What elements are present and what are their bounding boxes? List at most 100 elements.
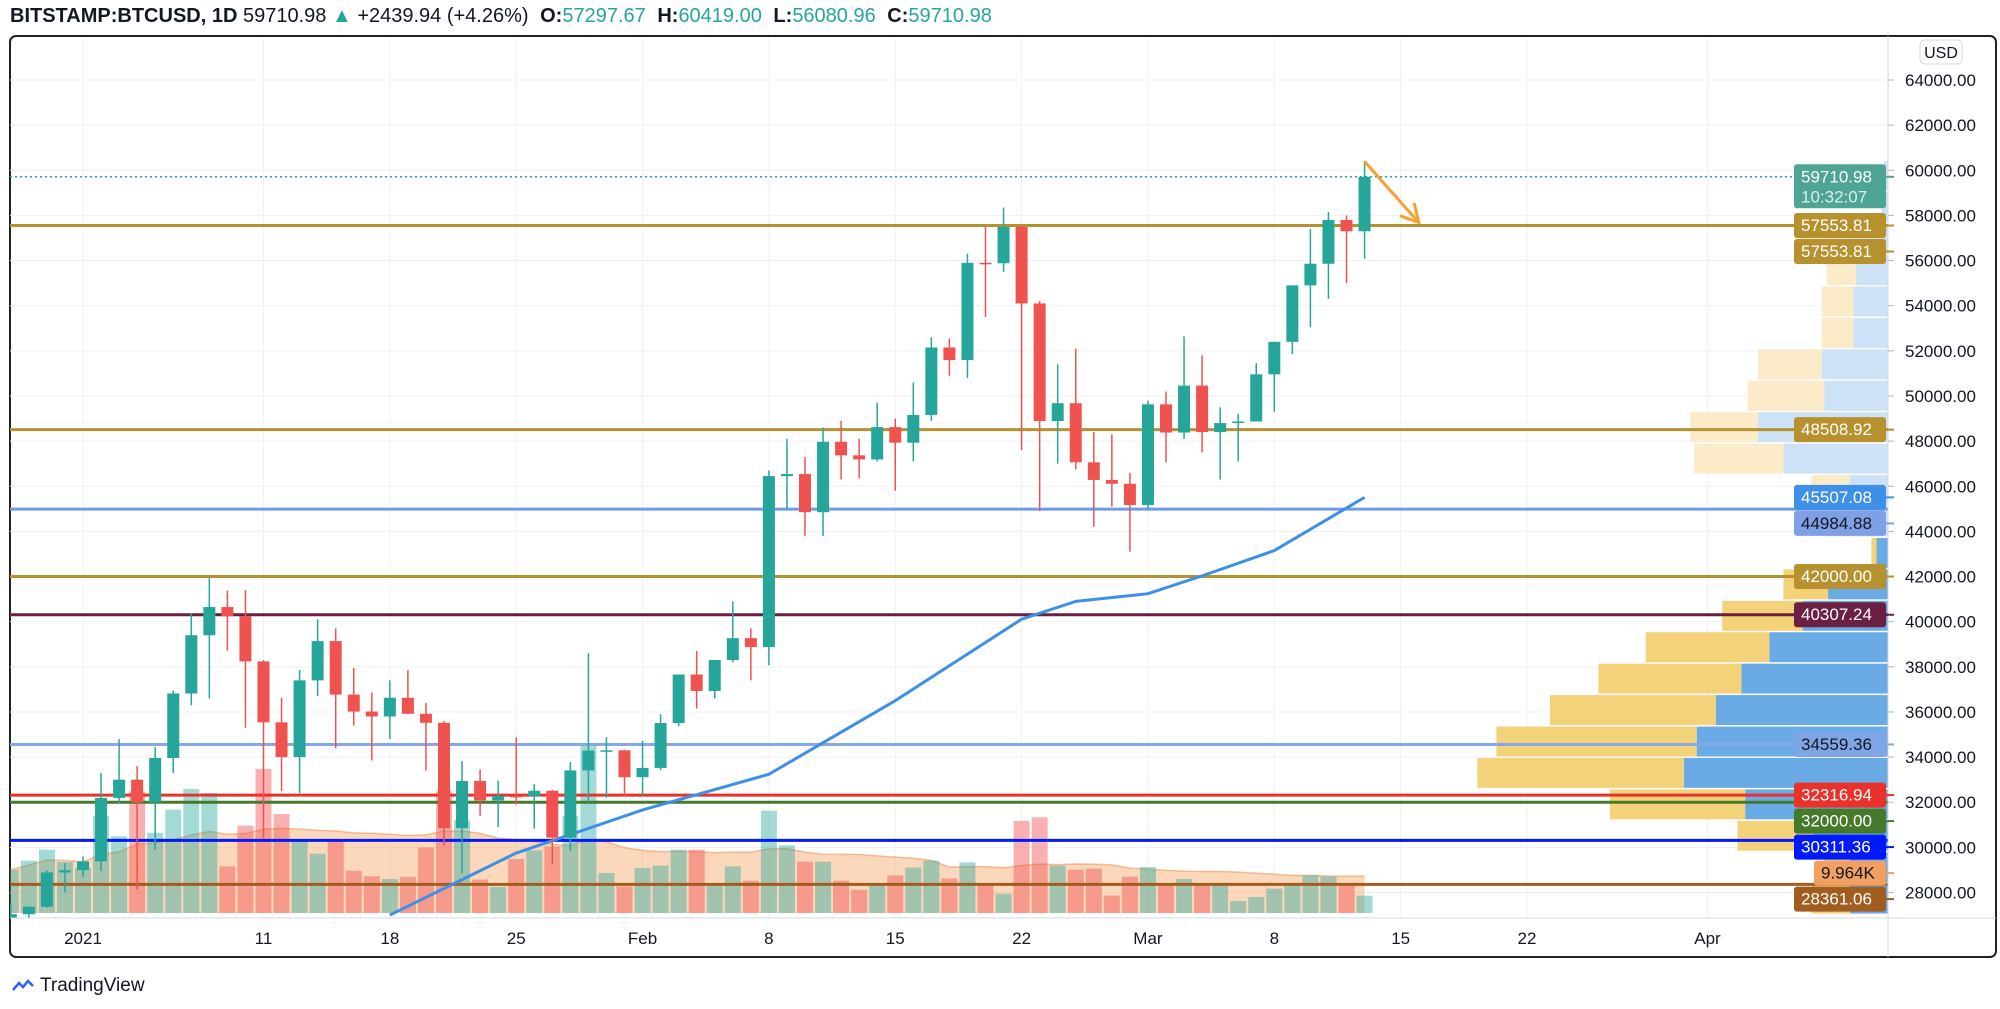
date-tick-label: Apr <box>1694 929 1721 948</box>
price-tick-label: 40000.00 <box>1905 613 1976 632</box>
horizontal-levels[interactable] <box>10 176 1888 886</box>
price-axis-label-text: 34559.36 <box>1801 735 1872 754</box>
candle-body <box>1268 341 1281 375</box>
volume-profile-up-bar <box>1783 443 1888 474</box>
price-axis-label: 30311.36 <box>1794 834 1894 860</box>
price-axis-label-bg <box>1794 564 1886 590</box>
price-axis-label-text: 42000.00 <box>1801 567 1872 586</box>
volume-bar <box>544 846 561 913</box>
candle-body <box>329 641 342 695</box>
candle-body <box>961 262 974 361</box>
candle-body <box>293 680 306 758</box>
candle-body <box>690 674 703 691</box>
price-tick-label: 36000.00 <box>1905 703 1976 722</box>
candle-body <box>708 660 721 691</box>
price-axis-label: 40307.24 <box>1794 602 1894 628</box>
volume-bar <box>1013 820 1030 913</box>
candle-body <box>77 861 89 871</box>
candle-body <box>275 722 288 758</box>
price-axis-label-bg <box>1794 164 1886 209</box>
volume-bar <box>526 850 543 913</box>
candle-body <box>762 476 775 647</box>
price-tick-label: 58000.00 <box>1905 206 1976 225</box>
volume-profile-up-bar <box>1853 317 1888 348</box>
arrow-drawing[interactable] <box>1363 160 1421 225</box>
volume-bar <box>1158 885 1174 913</box>
volume-bar <box>1121 876 1138 913</box>
volume-bar <box>941 878 958 913</box>
date-tick-label: 8 <box>764 929 773 948</box>
candle-body <box>456 781 469 829</box>
volume-profile-up-bar <box>1824 380 1888 411</box>
volume-bar <box>183 788 200 913</box>
date-tick-label: 22 <box>1012 929 1031 948</box>
volume-bar <box>165 809 182 913</box>
volume-profile-down-bar <box>1821 317 1854 348</box>
symbol-title[interactable]: BITSTAMP:BTCUSD, 1D <box>10 5 238 27</box>
volume-profile-down-bar <box>1694 443 1784 474</box>
volume-bar <box>1085 868 1102 913</box>
volume-bar <box>1284 885 1301 913</box>
currency-label: USD <box>1924 45 1958 62</box>
moving-average-line <box>389 496 1366 917</box>
currency-button[interactable]: USD <box>1919 39 1963 65</box>
volume-bar <box>688 849 705 913</box>
candle-body <box>835 441 848 456</box>
volume-profile-up-bar <box>1884 160 1888 191</box>
price-axis[interactable]: 28000.00 30000.00 32000.00 34000.00 36000.00… <box>1888 71 1976 903</box>
tradingview-logo[interactable]: TradingView <box>12 972 145 1000</box>
volume-bar <box>417 847 434 913</box>
candle-body <box>474 781 487 801</box>
candle-body <box>58 870 71 873</box>
moving-average <box>389 496 1366 917</box>
volume-bar <box>237 825 254 913</box>
volume-bar <box>1338 885 1355 913</box>
candle-body <box>780 474 793 477</box>
volume-bar <box>1194 885 1211 913</box>
volume-bar <box>10 869 19 913</box>
price-axis-label-text: 32000.00 <box>1801 812 1872 831</box>
close-value: 59710.98 <box>908 5 992 27</box>
volume-bar <box>20 860 37 913</box>
time-axis[interactable]: 2021 11 18 25 Feb 8 15 22 Mar 8 15 22 Apr <box>64 929 1721 948</box>
volume-bar <box>1212 885 1229 913</box>
close-label: C: <box>887 5 909 27</box>
candle-body <box>889 427 902 443</box>
volume-bar <box>1067 869 1084 913</box>
candle-body <box>925 347 938 415</box>
volume-bar <box>923 860 940 913</box>
candle-body <box>113 779 126 798</box>
date-tick-label: 11 <box>255 929 273 948</box>
candle-body <box>1087 462 1100 480</box>
date-tick-label: 18 <box>380 929 399 948</box>
candle-body <box>654 723 667 768</box>
volume-bar <box>363 876 380 913</box>
symbol-header: BITSTAMP:BTCUSD, 1D 59710.98 ▲ +2439.94 … <box>10 2 992 30</box>
candle-body <box>726 638 739 661</box>
volume-bar <box>869 885 886 913</box>
candle-body <box>40 872 53 907</box>
volume-bar <box>472 879 489 913</box>
price-axis-label: 57553.81 <box>1794 212 1894 238</box>
price-tick-label: 60000.00 <box>1905 161 1976 180</box>
volume-profile-down-bar <box>1690 412 1758 443</box>
candle-body <box>997 226 1010 264</box>
price-tick-label: 32000.00 <box>1905 793 1976 812</box>
candle-body <box>1123 483 1136 505</box>
price-axis-label-text: 40307.24 <box>1801 605 1872 624</box>
candle-body <box>1340 219 1353 232</box>
candle-body <box>1015 226 1028 304</box>
candles <box>10 160 1371 918</box>
price-axis-label-text: 44984.88 <box>1801 514 1872 533</box>
volume-bar <box>1356 895 1373 913</box>
volume-profile-down-bar <box>1598 663 1742 694</box>
candle-body <box>311 641 324 681</box>
candle-body <box>401 697 414 714</box>
volume-profile-down-bar <box>1871 537 1877 568</box>
price-axis-label-text: 28361.06 <box>1801 890 1872 909</box>
candle-body <box>365 711 378 717</box>
date-tick-label: 15 <box>886 929 905 948</box>
